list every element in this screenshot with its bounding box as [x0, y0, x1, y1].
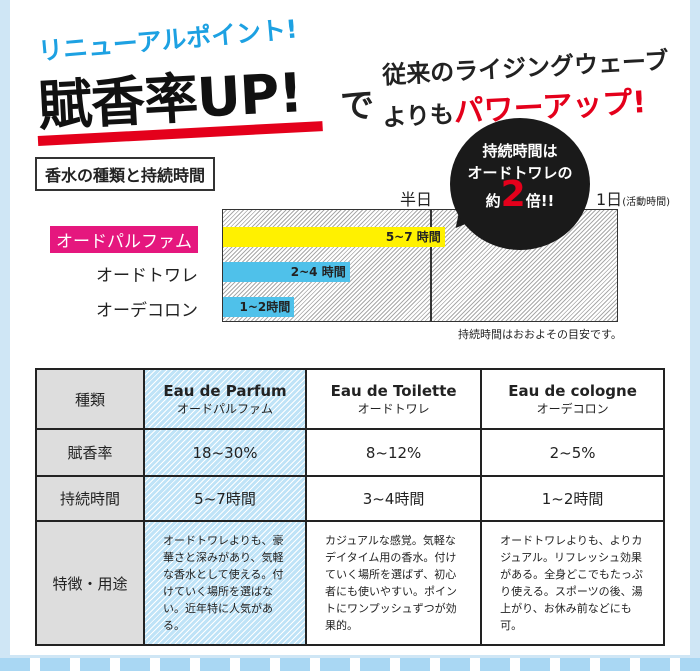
bar-label: オーデコロン	[96, 301, 198, 321]
row-header: 賦香率	[35, 428, 145, 477]
chart-title: 香水の種類と持続時間	[35, 157, 216, 191]
duration-bar: 2~4 時間	[223, 262, 350, 282]
perfume-table: 種類 Eau de Parfum オードパルファム Eau de Toilette…	[35, 368, 665, 646]
col-toilette: Eau de Toilette オードトワレ	[305, 368, 483, 430]
infographic: リニューアルポイント! 賦香率UP! で 従来のライジングウェーブ よりもパワー…	[10, 0, 690, 655]
bar-label: オードトワレ	[96, 266, 198, 286]
col-cologne: Eau de cologne オーデコロン	[480, 368, 665, 430]
cell: 5~7時間	[142, 475, 308, 522]
half-day-line	[430, 209, 432, 322]
tick-day: 1日(活動時間)	[596, 190, 670, 209]
duration-bar: 1~2時間	[223, 297, 295, 317]
cell: 18~30%	[142, 428, 308, 477]
row-header: 特徴・用途	[35, 520, 145, 646]
cell: オードトワレよりも、よりカジュアル。リフレッシュ効果がある。全身どこでもたっぷり…	[480, 520, 665, 646]
row-header: 持続時間	[35, 475, 145, 522]
duration-bar: 5~7 時間	[223, 227, 445, 247]
cell: オードトワレよりも、豪華さと深みがあり、気軽な香水として使える。付けていく場所を…	[142, 520, 308, 646]
cell: 3~4時間	[305, 475, 483, 522]
tick-half: 半日	[400, 190, 433, 209]
cell: 1~2時間	[480, 475, 665, 522]
connector: で	[340, 86, 374, 126]
bar-label: オードパルファム	[50, 226, 198, 253]
chart-note: 持続時間はおおよその目安です。	[458, 328, 622, 341]
bottom-decoration	[0, 658, 700, 671]
cell: 2~5%	[480, 428, 665, 477]
col-parfum: Eau de Parfum オードパルファム	[142, 368, 308, 430]
row-header: 種類	[35, 368, 145, 430]
cell: カジュアルな感覚。気軽なデイタイム用の香水。付けていく場所を選ばず、初心者にも使…	[305, 520, 483, 646]
cell: 8~12%	[305, 428, 483, 477]
callout-bubble: 持続時間は オードトワレの 約2倍!!	[450, 118, 590, 250]
